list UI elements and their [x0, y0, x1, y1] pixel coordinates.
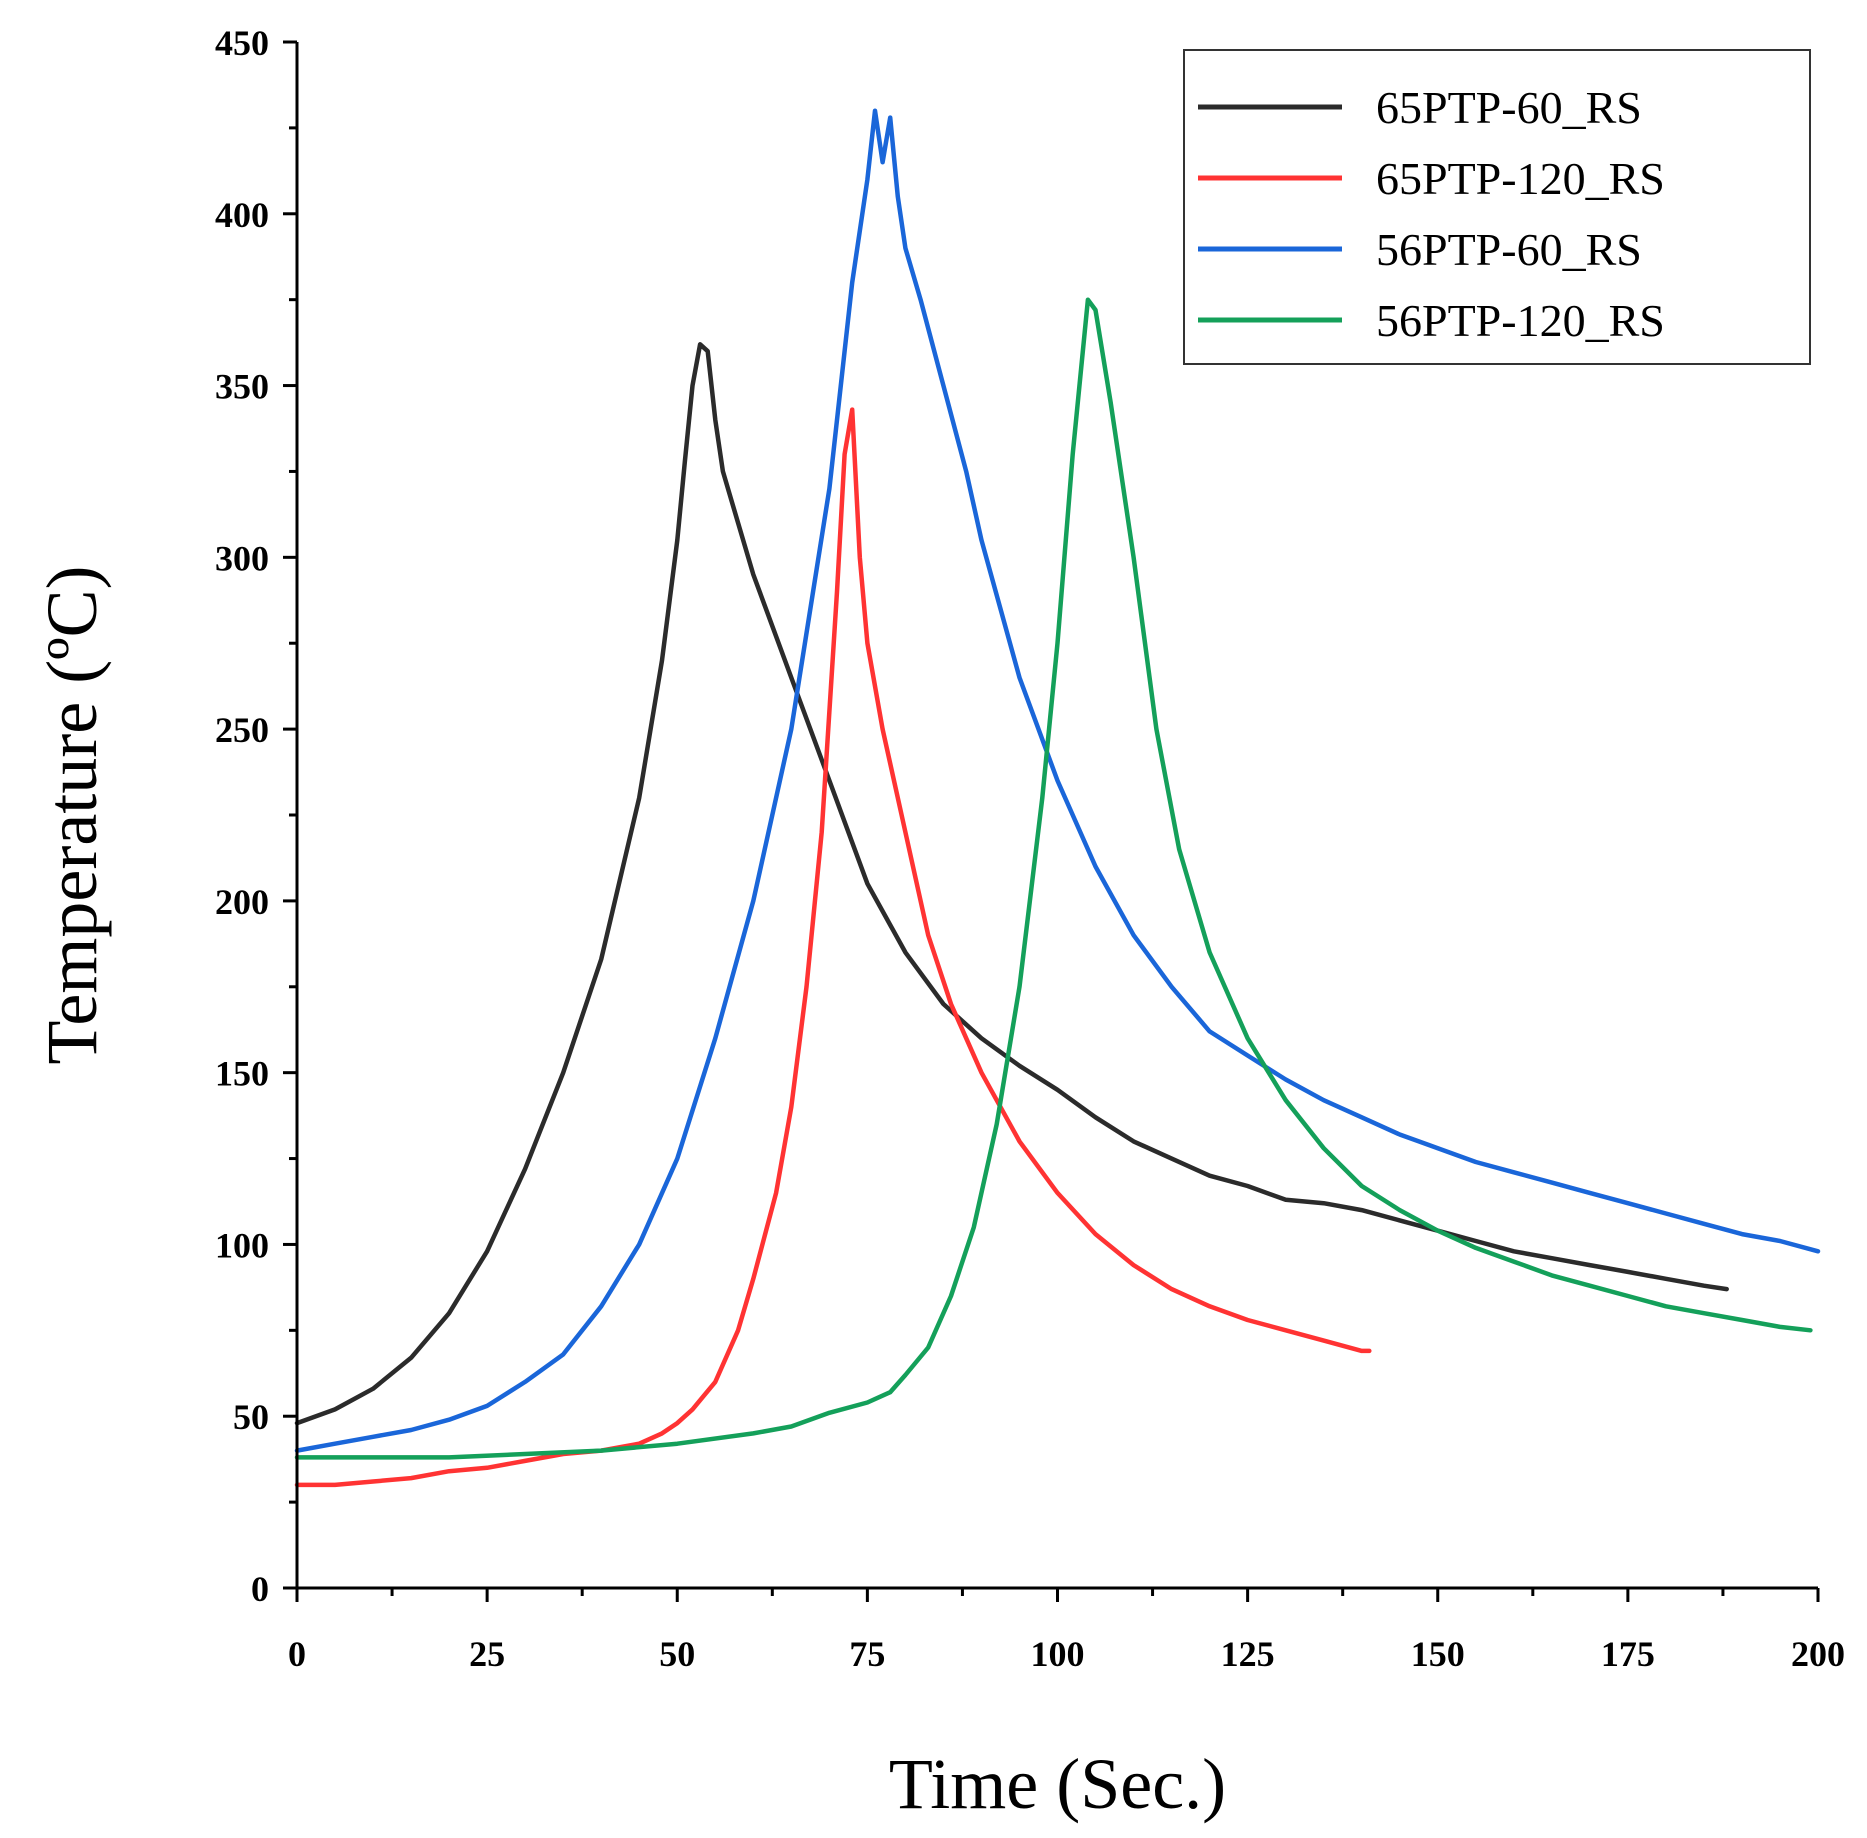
series-line-65PTP-60_RS — [294, 342, 1729, 1426]
series-line-56PTP-120_RS — [294, 297, 1813, 1460]
x-tick-label: 100 — [1031, 1634, 1085, 1674]
y-tick-label: 400 — [215, 195, 269, 235]
legend-label: 65PTP-120_RS — [1376, 153, 1665, 204]
y-tick-label: 0 — [251, 1569, 269, 1609]
legend-box — [1183, 49, 1811, 365]
y-tick-label: 450 — [215, 23, 269, 63]
y-tick-label: 250 — [215, 710, 269, 750]
legend-label: 56PTP-120_RS — [1376, 295, 1665, 346]
x-tick-label: 50 — [659, 1634, 695, 1674]
legend-label: 65PTP-60_RS — [1376, 82, 1642, 133]
series-line-56PTP-60_RS — [294, 108, 1821, 1453]
y-tick-label: 350 — [215, 367, 269, 407]
x-tick-label: 25 — [469, 1634, 505, 1674]
y-tick-label: 200 — [215, 882, 269, 922]
legend: 65PTP-60_RS 65PTP-120_RS 56PTP-60_RS 56PTP-… — [1183, 49, 1811, 365]
y-tick-label: 300 — [215, 538, 269, 578]
y-tick-label: 100 — [215, 1225, 269, 1265]
ticks-layer: 0 25 50 75 100 125 150 175 200 0 50 100 150 200 250 300… — [215, 23, 1845, 1674]
x-tick-label: 175 — [1601, 1634, 1655, 1674]
series-line-65PTP-120_RS — [294, 407, 1372, 1488]
series-layer — [294, 108, 1821, 1488]
x-tick-label: 150 — [1411, 1634, 1465, 1674]
x-tick-label: 125 — [1221, 1634, 1275, 1674]
x-axis-title: Time (Sec.) — [889, 1744, 1226, 1824]
x-tick-label: 0 — [288, 1634, 306, 1674]
legend-label: 56PTP-60_RS — [1376, 224, 1642, 275]
y-tick-label: 50 — [233, 1397, 269, 1437]
y-tick-label: 150 — [215, 1054, 269, 1094]
y-axis-title: Temperature (ºC) — [32, 565, 112, 1064]
x-tick-label: 200 — [1791, 1634, 1845, 1674]
x-tick-label: 75 — [849, 1634, 885, 1674]
